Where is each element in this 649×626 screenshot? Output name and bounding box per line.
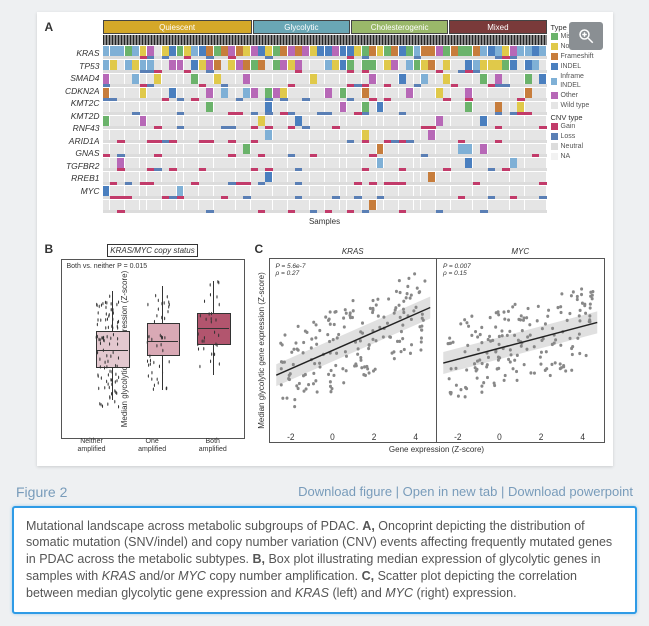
download-ppt-link[interactable]: Download powerpoint [508, 484, 633, 499]
box-group [140, 272, 186, 420]
caption-c-mid: (left) and [329, 586, 385, 600]
panel-b: B KRAS/MYC copy status Median glycolytic… [45, 242, 245, 454]
figure-number: Figure 2 [16, 484, 67, 500]
boxplot-pvalue: Both vs. neither P = 0.015 [67, 263, 148, 270]
svg-text:0: 0 [497, 431, 502, 441]
oncoprint-xlabel: Samples [103, 217, 547, 226]
gene-label: TGFBR2 [61, 160, 103, 173]
svg-text:4: 4 [580, 431, 585, 441]
box-group [190, 272, 236, 420]
legend-item: Wild type [551, 101, 605, 110]
scatter-title: KRAS [270, 247, 437, 256]
caption-c-gene2: MYC [385, 586, 413, 600]
gene-label: SMAD4 [61, 72, 103, 85]
figure-caption-box: Mutational landscape across metabolic su… [12, 506, 637, 614]
panels-bc-row: B KRAS/MYC copy status Median glycolytic… [45, 242, 605, 454]
legend-cnv-title: CNV type [551, 113, 605, 122]
open-new-tab-link[interactable]: Open in new tab [403, 484, 498, 499]
gene-label: KRAS [61, 47, 103, 60]
caption-lead: Mutational landscape across metabolic su… [26, 519, 359, 533]
oncoprint-sample-track [103, 35, 547, 45]
svg-text:-2: -2 [454, 431, 462, 441]
scatter-ylabel: Median glycolytic gene expression (Z-sco… [255, 258, 269, 443]
gene-label: TP53 [61, 60, 103, 73]
download-figure-link[interactable]: Download figure [298, 484, 392, 499]
caption-b-gene2: MYC [178, 569, 206, 583]
panel-b-title: KRAS/MYC copy status [107, 244, 197, 257]
gene-label: RREB1 [61, 172, 103, 185]
gene-label: ARID1A [61, 135, 103, 148]
gene-label: KMT2D [61, 110, 103, 123]
boxplot-xtick: Bothamplified [183, 438, 243, 454]
oncoprint-body: QuiescentGlycolyticCholesterogenicMixed … [103, 20, 547, 226]
legend-item: Gain [551, 122, 605, 131]
svg-text:2: 2 [371, 431, 376, 441]
caption-c-label: C, [362, 569, 375, 583]
oncoprint-grid [103, 46, 547, 213]
legend-item: Frameshift [551, 52, 605, 61]
boxplot-xtick: Neitheramplified [62, 438, 122, 454]
oncoprint: KRASTP53SMAD4CDKN2AKMT2CKMT2DRNF43ARID1A… [61, 20, 605, 226]
panel-a: A KRASTP53SMAD4CDKN2AKMT2CKMT2DRNF43ARID… [45, 20, 605, 226]
svg-text:2: 2 [539, 431, 544, 441]
zoom-icon [577, 27, 595, 45]
oncoprint-legend: Type MissenseNonsenseFrameshiftINDELInfr… [547, 20, 605, 226]
scatter-facet: MYCP = 0.007ρ = 0.15-2024 [437, 259, 604, 442]
caption-a-label: A, [362, 519, 375, 533]
panel-b-label: B [45, 242, 61, 256]
oncoprint-gene-labels: KRASTP53SMAD4CDKN2AKMT2CKMT2DRNF43ARID1A… [61, 20, 103, 226]
figure-links: Download figure | Open in new tab | Down… [298, 484, 633, 500]
subgroup-header: Quiescent [103, 20, 252, 34]
figure-caption-row: Figure 2 Download figure | Open in new t… [16, 484, 633, 500]
boxplot-xtick: Oneamplified [122, 438, 182, 454]
caption-b-label: B, [253, 552, 266, 566]
gene-label: RNF43 [61, 122, 103, 135]
gene-label: MYC [61, 185, 103, 198]
svg-text:0: 0 [330, 431, 335, 441]
legend-item: Inframe INDEL [551, 72, 605, 90]
svg-text:4: 4 [413, 431, 418, 441]
legend-item: Other [551, 91, 605, 100]
box-group [89, 272, 135, 420]
gene-label: CDKN2A [61, 85, 103, 98]
caption-c-gene1: KRAS [295, 586, 329, 600]
legend-item: INDEL [551, 62, 605, 71]
gene-label: KMT2C [61, 97, 103, 110]
scatter-facet: KRASP = 5.6e-7ρ = 0.27-2024 [270, 259, 438, 442]
svg-text:-2: -2 [287, 431, 295, 441]
caption-c-text2: (right) expression. [413, 586, 517, 600]
boxplot: Median glycolytic gene expression (Z-sco… [61, 259, 245, 439]
panel-a-label: A [45, 20, 61, 226]
panel-c: C Median glycolytic gene expression (Z-s… [255, 242, 605, 454]
oncoprint-header: QuiescentGlycolyticCholesterogenicMixed [103, 20, 547, 34]
caption-b-gene1: KRAS [102, 569, 136, 583]
scatter-title: MYC [437, 247, 604, 256]
scatter-xlabel: Gene expression (Z-score) [269, 445, 605, 454]
subgroup-header: Cholesterogenic [351, 20, 448, 34]
scatter-pair: KRASP = 5.6e-7ρ = 0.27-2024MYCP = 0.007ρ… [269, 258, 605, 443]
legend-item: NA [551, 152, 605, 161]
caption-b-andor: and/or [136, 569, 178, 583]
figure-card: A KRASTP53SMAD4CDKN2AKMT2CKMT2DRNF43ARID… [37, 12, 613, 466]
subgroup-header: Glycolytic [253, 20, 350, 34]
gene-label: GNAS [61, 147, 103, 160]
caption-b-text2: copy number amplification. [206, 569, 362, 583]
subgroup-header: Mixed [449, 20, 546, 34]
legend-item: Neutral [551, 142, 605, 151]
zoom-button[interactable] [569, 22, 603, 50]
legend-item: Loss [551, 132, 605, 141]
